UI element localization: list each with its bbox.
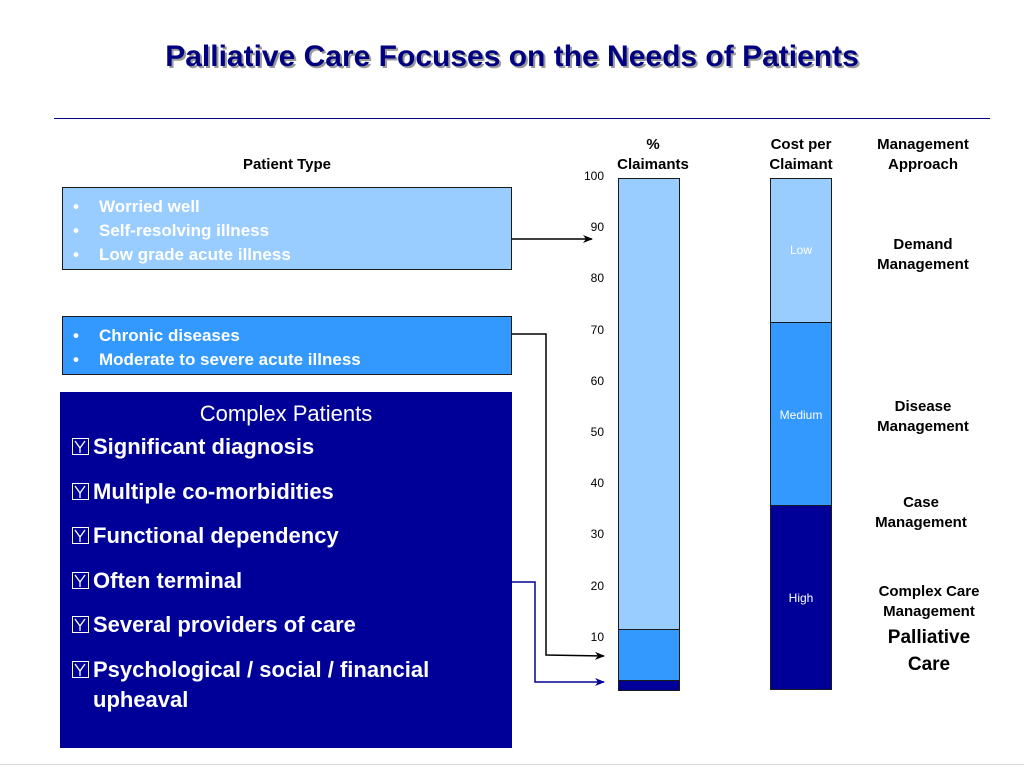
complex-patients-item-text: Several providers of care xyxy=(93,612,356,637)
title-divider xyxy=(54,118,990,119)
patient-group-low-item: Low grade acute illness xyxy=(73,243,503,267)
management-header-line2: Approach xyxy=(887,156,958,173)
complex-patients-heading: Complex Patients xyxy=(199,401,373,426)
checkbox-check-icon xyxy=(72,571,89,589)
slide-title: Palliative Care Focuses on the Needs of … xyxy=(165,40,859,73)
patient-group-medium-item: Moderate to severe acute illness xyxy=(73,348,503,372)
demand-management-label: Demand Management xyxy=(858,235,988,275)
claimants-bar xyxy=(618,178,680,691)
cost-bar-segment: Low xyxy=(771,179,831,322)
arrow-medium-group xyxy=(512,333,605,660)
checkbox-check-icon xyxy=(72,438,89,455)
complex-patients-item: Significant diagnosis xyxy=(72,432,500,462)
axis-tick-label: 10 xyxy=(590,629,604,644)
pct-claimants-header: % Claimants xyxy=(603,135,703,175)
checkbox-check-icon xyxy=(72,482,89,500)
complex-care-management-line2: Management xyxy=(883,603,975,620)
cost-header-line1: Cost per xyxy=(770,136,832,153)
patient-group-low-item: Self-resolving illness xyxy=(73,219,503,243)
cost-bar-segment: High xyxy=(771,505,831,689)
complex-patients-item: Multiple co-morbidities xyxy=(72,477,500,507)
complex-patients-item: Psychological / social / financial uphea… xyxy=(72,655,500,715)
checkbox-check-icon xyxy=(72,616,89,633)
claimants-bar-segment xyxy=(619,679,679,690)
demand-management-line1: Demand xyxy=(893,236,953,253)
disease-management-label: Disease Management xyxy=(858,397,988,437)
patient-group-low-item: Worried well xyxy=(73,195,503,219)
complex-patients-list: Significant diagnosis Multiple co-morbidi… xyxy=(72,432,500,715)
patient-group-medium-item: Chronic diseases xyxy=(73,324,503,348)
management-header: Management Approach xyxy=(858,135,988,175)
demand-management-line2: Management xyxy=(877,256,969,273)
complex-patients-item-text: Functional dependency xyxy=(93,523,339,548)
axis-tick-label: 20 xyxy=(590,578,604,593)
complex-patients-item-text: Often terminal xyxy=(93,567,243,593)
cost-bar-segment-label: Low xyxy=(789,243,812,258)
axis-tick-label: 40 xyxy=(590,476,604,491)
complex-care-management-line1: Complex Care xyxy=(878,583,980,600)
cost-bar: High Medium Low xyxy=(770,178,832,690)
checkbox-check-icon xyxy=(72,660,89,678)
axis-tick-label: 70 xyxy=(590,322,604,337)
patient-group-medium: Chronic diseases Moderate to severe acut… xyxy=(62,316,512,375)
complex-patients-item-text: Psychological / social / financial uphea… xyxy=(93,656,430,712)
arrow-complex-group xyxy=(512,581,605,686)
management-header-line1: Management xyxy=(877,136,969,153)
case-management-line1: Case xyxy=(903,494,939,511)
axis-tick-label: 60 xyxy=(590,373,604,388)
cost-header-line2: Claimant xyxy=(769,156,833,173)
disease-management-line1: Disease xyxy=(894,398,952,415)
complex-patients-item: Functional dependency xyxy=(72,521,500,551)
disease-management-line2: Management xyxy=(877,418,969,435)
axis-tick-label: 50 xyxy=(590,425,604,439)
palliative-care-label: Palliative Care xyxy=(864,624,994,678)
cost-header: Cost per Claimant xyxy=(751,135,851,175)
complex-patients-item: Often terminal xyxy=(72,566,500,596)
footer-divider xyxy=(0,764,1024,765)
cost-bar-segment-label: Medium xyxy=(779,407,823,422)
pct-claimants-header-line1: % xyxy=(646,136,660,153)
cost-bar-segment: Medium xyxy=(771,321,831,506)
complex-care-management-label: Complex Care Management xyxy=(864,582,994,622)
patient-type-header: Patient Type xyxy=(242,156,332,173)
axis-tick-label: 80 xyxy=(590,271,604,286)
checkbox-check-icon xyxy=(72,527,89,544)
claimants-bar-segment xyxy=(619,628,679,680)
claimants-axis: 100 90 80 70 60 50 40 30 20 10 xyxy=(574,0,604,768)
axis-tick-label: 100 xyxy=(583,169,604,183)
complex-patients-item: Several providers of care xyxy=(72,610,500,640)
palliative-care-line1: Palliative xyxy=(887,627,971,648)
complex-patients-box: Complex Patients Significant diagnosis Mu… xyxy=(60,392,512,748)
claimants-bar-segment xyxy=(619,179,679,629)
cost-bar-segment-label: High xyxy=(788,591,814,606)
complex-patients-item-text: Multiple co-morbidities xyxy=(93,478,334,504)
axis-tick-label: 30 xyxy=(590,527,604,542)
case-management-label: Case Management xyxy=(856,493,986,533)
axis-tick-label: 90 xyxy=(590,220,604,235)
case-management-line2: Management xyxy=(875,514,967,531)
palliative-care-line2: Care xyxy=(907,654,951,675)
complex-patients-item-text: Significant diagnosis xyxy=(93,434,315,459)
patient-group-low: Worried well Self-resolving illness Low … xyxy=(62,187,512,270)
pct-claimants-header-line2: Claimants xyxy=(617,156,689,173)
